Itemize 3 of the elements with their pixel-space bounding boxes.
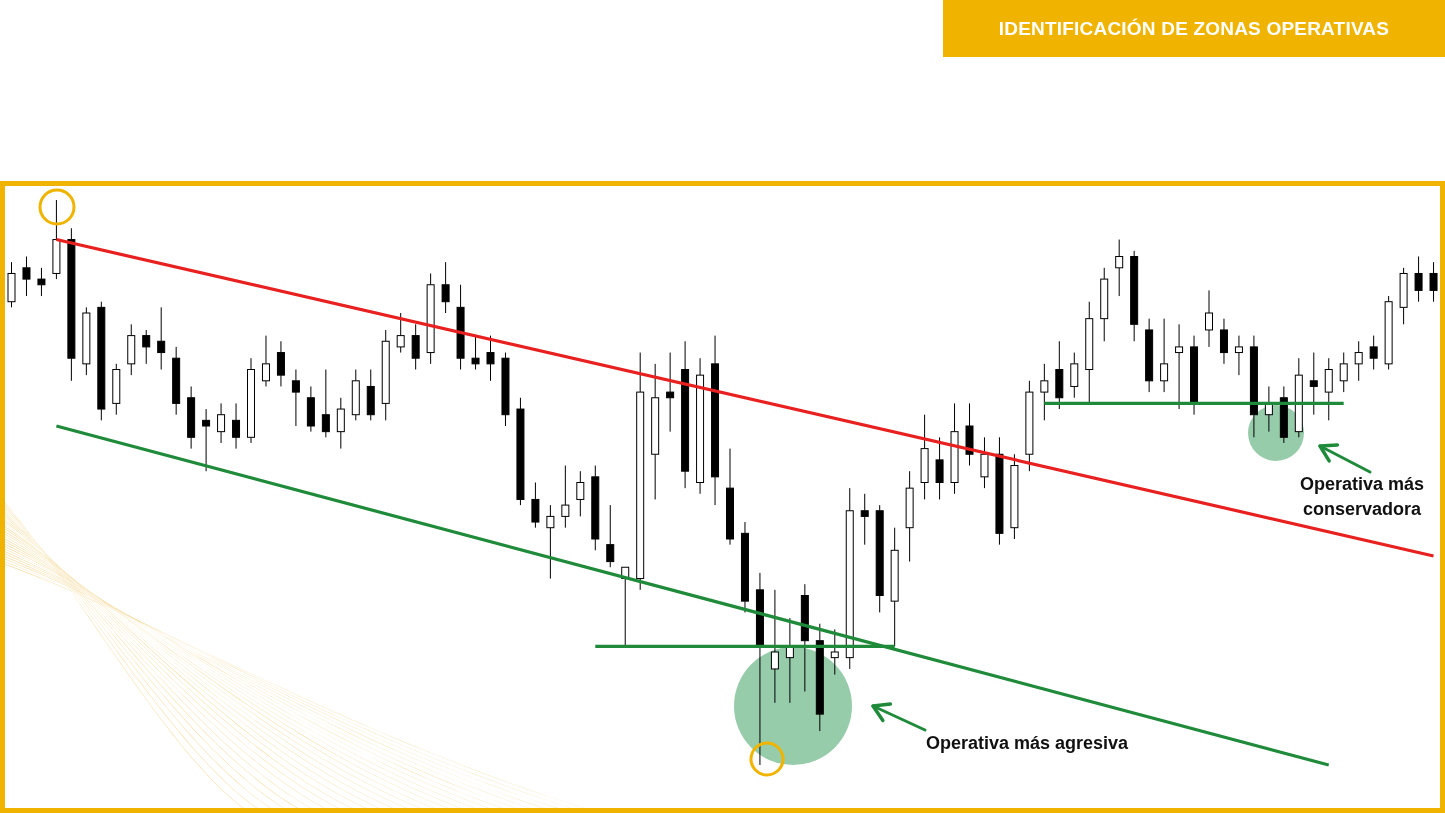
annotation: Operativa más conservadora: [1298, 473, 1426, 521]
annotation: Operativa más agresiva: [926, 732, 1130, 755]
chart-title: IDENTIFICACIÓN DE ZONAS OPERATIVAS: [998, 17, 1390, 40]
